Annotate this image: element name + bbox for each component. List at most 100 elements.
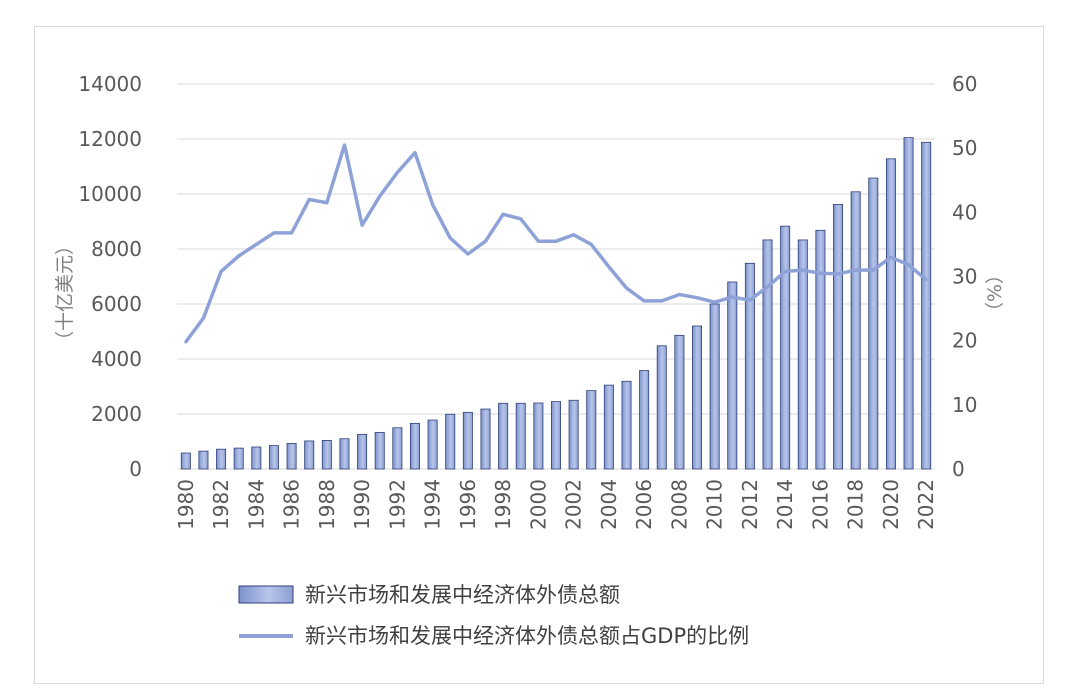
x-tick-label: 1994 <box>421 479 445 530</box>
bar <box>533 402 544 470</box>
right-tick-label: 40 <box>952 200 977 224</box>
bar <box>268 445 279 470</box>
x-tick-label: 2020 <box>879 479 903 530</box>
bar <box>409 422 420 470</box>
left-tick-label: 0 <box>129 457 142 481</box>
bar <box>286 443 297 470</box>
bar <box>392 427 403 470</box>
left-axis-ticks: 0 2000 4000 6000 8000 10000 12000 14000 <box>78 72 142 481</box>
line-point <box>342 143 346 147</box>
line-point <box>907 263 911 267</box>
x-tick-label: 2022 <box>914 479 938 530</box>
line-point <box>254 242 258 246</box>
line-point <box>836 272 840 276</box>
bar <box>603 384 614 470</box>
right-tick-label: 30 <box>952 265 977 289</box>
line-point <box>272 231 276 235</box>
bar <box>515 402 526 470</box>
line-point <box>431 203 435 207</box>
bar <box>498 402 509 470</box>
bar <box>639 370 650 470</box>
x-tick-label: 2018 <box>844 479 868 530</box>
line-point <box>766 285 770 289</box>
bar <box>357 433 368 470</box>
bar <box>744 262 755 470</box>
bar <box>850 191 861 470</box>
bar <box>621 380 632 470</box>
line-point <box>378 194 382 198</box>
gridlines <box>177 83 935 470</box>
line-point <box>924 278 928 282</box>
x-tick-label: 1998 <box>491 479 515 530</box>
bar <box>568 399 579 470</box>
x-axis-ticks: 1980 1982 1984 1986 1988 1990 1992 1994 1996 1998… <box>174 479 938 530</box>
x-tick-label: 1984 <box>244 479 268 530</box>
bar <box>480 408 491 470</box>
line-point <box>501 212 505 216</box>
line-point <box>290 231 294 235</box>
right-tick-label: 10 <box>952 393 977 417</box>
bar <box>304 440 315 470</box>
chart-frame: 0 2000 4000 6000 8000 10000 12000 14000 0 10 20 30… <box>34 26 1044 684</box>
line-point <box>184 340 188 344</box>
bar <box>216 448 227 470</box>
bar <box>445 413 456 470</box>
legend-bar-label: 新兴市场和发展中经济体外债总额 <box>305 583 620 607</box>
line-point <box>713 300 717 304</box>
bar <box>551 401 561 470</box>
bar <box>833 204 844 470</box>
combo-chart: 0 2000 4000 6000 8000 10000 12000 14000 0 10 20 30… <box>54 72 1006 648</box>
x-tick-label: 2004 <box>597 479 621 530</box>
line-point <box>660 299 664 303</box>
left-tick-label: 10000 <box>78 182 142 206</box>
right-tick-label: 20 <box>952 329 977 353</box>
bar <box>797 239 808 470</box>
left-tick-label: 8000 <box>91 237 142 261</box>
bar <box>233 447 244 470</box>
line-point <box>818 271 822 275</box>
line-point <box>413 151 417 155</box>
bar <box>586 390 597 470</box>
line-point <box>730 295 734 299</box>
line-point <box>219 269 223 273</box>
x-tick-label: 1996 <box>456 479 480 530</box>
left-tick-label: 14000 <box>78 72 142 96</box>
line-point <box>448 236 452 240</box>
bar <box>780 225 791 470</box>
line-point <box>201 316 205 320</box>
bar <box>815 229 826 470</box>
bar <box>339 438 350 470</box>
right-axis-title: （%） <box>984 265 1006 321</box>
bar <box>374 432 385 470</box>
x-tick-label: 2014 <box>773 479 797 530</box>
line-point <box>237 254 241 258</box>
line-point <box>625 286 629 290</box>
line-point <box>519 217 523 221</box>
x-tick-label: 2010 <box>703 479 727 530</box>
left-tick-label: 4000 <box>91 347 142 371</box>
legend: 新兴市场和发展中经济体外债总额 新兴市场和发展中经济体外债总额占GDP的比例 <box>238 583 749 648</box>
bar-series <box>180 137 932 470</box>
x-tick-label: 1990 <box>350 479 374 530</box>
bar <box>921 141 932 470</box>
x-tick-label: 2006 <box>632 479 656 530</box>
right-tick-label: 60 <box>952 72 977 96</box>
line-point <box>572 233 576 237</box>
bar <box>251 446 262 470</box>
bar <box>462 411 473 470</box>
line-point <box>783 269 787 273</box>
line-point <box>536 239 540 243</box>
bar <box>692 325 703 470</box>
line-point <box>554 239 558 243</box>
x-tick-label: 1992 <box>385 479 409 530</box>
line-point <box>360 223 364 227</box>
line-point <box>871 268 875 272</box>
bar <box>656 345 667 470</box>
right-axis-ticks: 0 10 20 30 40 50 60 <box>952 72 977 481</box>
x-tick-label: 2000 <box>526 479 550 530</box>
left-tick-label: 12000 <box>78 127 142 151</box>
legend-line-label: 新兴市场和发展中经济体外债总额占GDP的比例 <box>305 624 749 648</box>
line-series-path <box>184 143 928 343</box>
x-tick-label: 2002 <box>562 479 586 530</box>
x-tick-label: 2016 <box>808 479 832 530</box>
